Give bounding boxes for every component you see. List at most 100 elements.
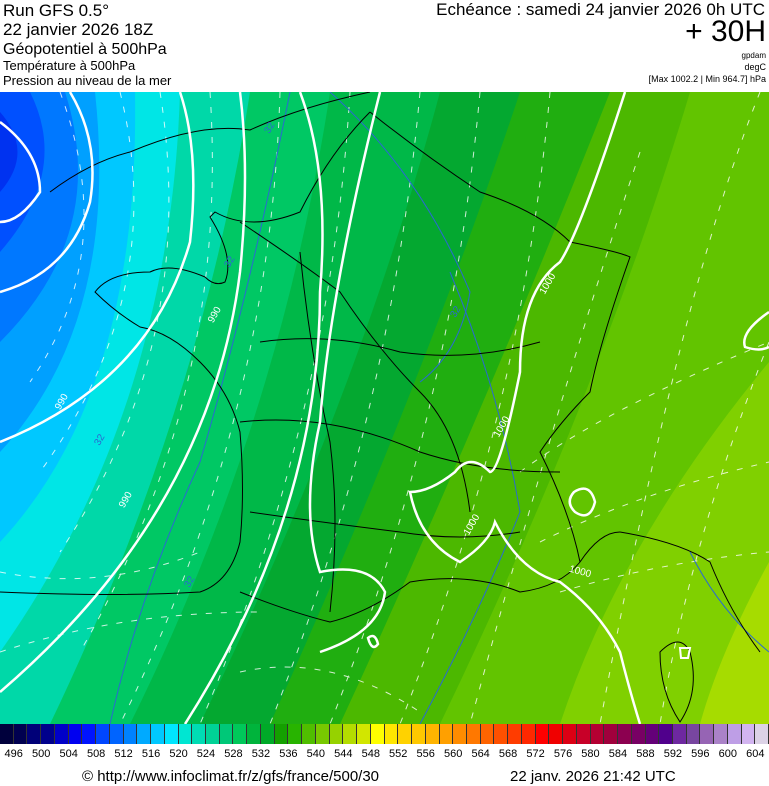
color-scale-cell bbox=[0, 724, 14, 744]
color-scale-label: 504 bbox=[59, 748, 78, 760]
color-scale-cell bbox=[686, 724, 701, 744]
color-scale-cell bbox=[672, 724, 687, 744]
color-scale-cell bbox=[727, 724, 742, 744]
color-scale-cell bbox=[260, 724, 275, 744]
color-scale-cell bbox=[82, 724, 97, 744]
color-scale-cell bbox=[659, 724, 673, 744]
color-scale-cell bbox=[137, 724, 152, 744]
unit-gpdam: gpdam bbox=[741, 51, 766, 60]
color-scale-cell bbox=[164, 724, 179, 744]
color-scale-cell bbox=[604, 724, 619, 744]
color-scale-label: 544 bbox=[334, 748, 353, 760]
color-scale-cell bbox=[618, 724, 632, 744]
color-scale-label: 536 bbox=[279, 748, 298, 760]
color-scale-cell bbox=[206, 724, 220, 744]
param-temperature: Température à 500hPa bbox=[3, 58, 136, 73]
color-scale-cell bbox=[741, 724, 756, 744]
color-scale-cell bbox=[27, 724, 42, 744]
color-scale-label: 520 bbox=[169, 748, 188, 760]
color-scale-cell bbox=[233, 724, 248, 744]
color-scale-cell bbox=[384, 724, 399, 744]
isobars bbox=[0, 92, 769, 724]
param-pressure: Pression au niveau de la mer bbox=[3, 73, 172, 88]
color-scale-label: 576 bbox=[553, 748, 573, 760]
color-scale-label: 516 bbox=[141, 748, 161, 760]
color-scale-cell bbox=[755, 724, 769, 744]
color-scale-bar bbox=[0, 724, 769, 744]
unit-degc: degC bbox=[744, 62, 766, 72]
color-scale-cell bbox=[68, 724, 83, 744]
color-scale-cell bbox=[714, 724, 728, 744]
color-scale-cell bbox=[315, 724, 330, 744]
run-date: 22 janvier 2026 18Z bbox=[3, 20, 154, 39]
color-scale-label: 588 bbox=[636, 748, 655, 760]
color-scale-cell bbox=[370, 724, 385, 744]
color-scale-cell bbox=[563, 724, 577, 744]
coastline-borders bbox=[0, 92, 761, 723]
color-scale-cell bbox=[357, 724, 371, 744]
color-scale-cell bbox=[329, 724, 344, 744]
color-scale-cell bbox=[631, 724, 646, 744]
color-scale-label: 592 bbox=[663, 748, 683, 760]
color-scale-cell bbox=[13, 724, 28, 744]
color-scale-label: 584 bbox=[608, 748, 628, 760]
color-scale-cell bbox=[439, 724, 454, 744]
color-scale-cell bbox=[247, 724, 261, 744]
weather-map bbox=[0, 92, 769, 724]
color-scale-cell bbox=[700, 724, 715, 744]
color-scale-cell bbox=[54, 724, 69, 744]
color-scale-label: 552 bbox=[389, 748, 408, 760]
color-scale-cell bbox=[425, 724, 440, 744]
run-title: Run GFS 0.5° bbox=[3, 1, 110, 20]
color-scale-cell bbox=[480, 724, 495, 744]
color-scale-label: 568 bbox=[498, 748, 518, 760]
color-scale-label: 540 bbox=[306, 748, 326, 760]
source-url[interactable]: © http://www.infoclimat.fr/z/gfs/france/… bbox=[82, 768, 380, 785]
color-scale-label: 572 bbox=[526, 748, 545, 760]
color-scale-label: 496 bbox=[4, 748, 23, 760]
color-scale-label: 604 bbox=[746, 748, 765, 760]
color-scale-cell bbox=[645, 724, 660, 744]
color-scale-cell bbox=[219, 724, 234, 744]
color-scale-label: 596 bbox=[691, 748, 710, 760]
color-scale-cell bbox=[178, 724, 193, 744]
pressure-range: [Max 1002.2 | Min 964.7] hPa bbox=[648, 74, 766, 84]
color-scale-cell bbox=[343, 724, 358, 744]
color-scale-cell bbox=[466, 724, 481, 744]
param-geopotential: Géopotentiel à 500hPa bbox=[3, 41, 167, 58]
color-scale-cell bbox=[288, 724, 303, 744]
color-scale-label: 512 bbox=[114, 748, 133, 760]
forecast-offset: + 30H bbox=[685, 15, 766, 48]
color-scale-cell bbox=[96, 724, 110, 744]
color-scale-label: 560 bbox=[443, 748, 463, 760]
color-scale-cell bbox=[192, 724, 207, 744]
color-scale-cell bbox=[151, 724, 165, 744]
color-scale-cell bbox=[576, 724, 591, 744]
color-scale-cell bbox=[535, 724, 550, 744]
forecast-time: Echéance : samedi 24 janvier 2026 0h UTC bbox=[436, 0, 765, 19]
color-scale-cell bbox=[590, 724, 605, 744]
color-scale-cell bbox=[123, 724, 138, 744]
color-scale-label: 532 bbox=[251, 748, 271, 760]
color-scale-cell bbox=[521, 724, 536, 744]
color-scale-cell bbox=[549, 724, 564, 744]
color-scale-cell bbox=[274, 724, 289, 744]
color-scale-cell bbox=[494, 724, 509, 744]
color-scale-cell bbox=[302, 724, 316, 744]
color-scale-label: 556 bbox=[416, 748, 435, 760]
generated-time: 22 janv. 2026 21:42 UTC bbox=[510, 768, 676, 785]
color-scale-label: 528 bbox=[224, 748, 243, 760]
color-scale-cell bbox=[508, 724, 522, 744]
color-scale-cell bbox=[412, 724, 426, 744]
color-scale-label: 508 bbox=[86, 748, 106, 760]
color-scale-label: 500 bbox=[32, 748, 51, 760]
color-scale-label: 600 bbox=[718, 748, 737, 760]
color-scale-cell bbox=[398, 724, 413, 744]
color-scale-cell bbox=[41, 724, 55, 744]
color-scale-label: 548 bbox=[361, 748, 380, 760]
color-scale-cell bbox=[109, 724, 124, 744]
color-scale-label: 580 bbox=[581, 748, 600, 760]
color-scale-labels: 496 500 504 508 512 516 520 524 528 532 536 540 544 5… bbox=[0, 748, 769, 762]
color-scale-cell bbox=[453, 724, 467, 744]
color-scale-label: 564 bbox=[471, 748, 490, 760]
